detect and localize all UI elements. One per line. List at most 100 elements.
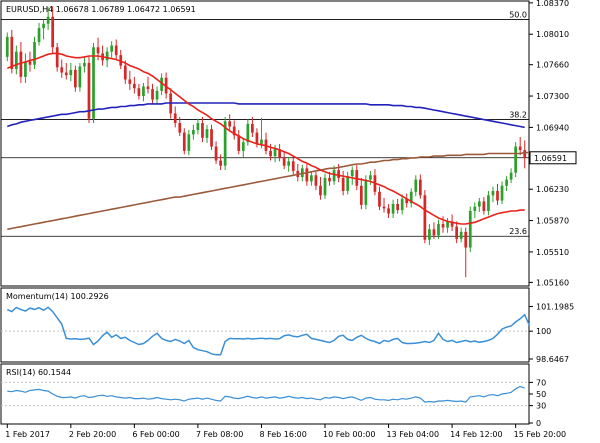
candle-body <box>364 179 368 205</box>
candle-body <box>87 62 91 119</box>
candle-body <box>119 55 123 66</box>
candle-body <box>350 170 354 177</box>
candle-body <box>432 229 436 236</box>
candle-body <box>491 190 495 196</box>
candle-body <box>477 201 481 207</box>
candle-body <box>14 51 18 70</box>
candle-body <box>246 123 250 143</box>
candle-body <box>337 170 340 178</box>
candle-body <box>128 79 132 84</box>
price-tick-label: 1.07300 <box>536 92 569 101</box>
candle-body <box>414 179 418 192</box>
candle-body <box>69 69 73 76</box>
candle-body <box>423 195 427 240</box>
sma-brown-line <box>7 151 530 231</box>
candle-body <box>487 195 490 211</box>
candle-body <box>37 28 41 43</box>
candle-body <box>160 77 163 91</box>
candle-body <box>464 231 468 248</box>
candle-body <box>151 89 154 100</box>
candle-body <box>201 123 204 138</box>
price-tick-label: 1.05160 <box>536 278 569 287</box>
candle-body <box>278 149 281 158</box>
candle-body <box>514 146 518 173</box>
candle-body <box>455 226 459 239</box>
momentum-line <box>6 306 530 356</box>
candle-body <box>291 161 295 171</box>
candle-body <box>51 16 55 48</box>
candle-body <box>418 179 422 196</box>
candle-body <box>355 170 359 186</box>
candle-body <box>441 224 445 228</box>
fib-level-label: 38.2 <box>509 111 527 120</box>
candle-body <box>146 86 150 90</box>
momentum-tick-label: 100 <box>536 327 551 336</box>
candle-body <box>409 191 413 204</box>
time-tick-label: 8 Feb 16:00 <box>259 430 306 439</box>
candle-body <box>387 208 390 214</box>
candle-body <box>482 201 486 211</box>
price-tick-label: 1.08370 <box>536 0 569 8</box>
candle-body <box>155 90 159 100</box>
candle-body <box>223 121 227 166</box>
candle-body <box>205 129 209 138</box>
candle-body <box>137 88 141 97</box>
candle-body <box>391 204 395 214</box>
fib-level-label: 23.6 <box>509 227 527 236</box>
price-tick-label: 1.07660 <box>536 61 569 70</box>
candle-body <box>305 168 309 182</box>
momentum-tick-label: 98.6467 <box>536 355 569 364</box>
candle-body <box>78 66 82 88</box>
candle-body <box>523 150 527 158</box>
candle-body <box>251 123 254 133</box>
rsi-line <box>7 385 525 403</box>
main-chart-title: EURUSD,H4 1.06678 1.06789 1.06472 1.0659… <box>6 5 196 14</box>
candle-body <box>369 175 372 180</box>
candle-body <box>187 134 191 151</box>
candle-body <box>459 231 463 239</box>
candle-body <box>64 72 68 76</box>
sma-blue-line <box>7 102 525 129</box>
candles <box>5 6 527 278</box>
candle-body <box>192 130 195 135</box>
current-price-label: 1.06591 <box>534 154 567 163</box>
candle-body <box>396 204 399 211</box>
time-tick-label: 6 Feb 00:00 <box>132 430 179 439</box>
momentum-title: Momentum(14) 100.2926 <box>6 292 109 301</box>
candle-body <box>505 179 508 186</box>
candle-body <box>273 149 277 157</box>
price-tick-label: 1.05510 <box>536 248 569 257</box>
time-tick-label: 10 Feb 00:00 <box>323 430 375 439</box>
candle-body <box>5 36 9 57</box>
candle-body <box>332 170 336 182</box>
candle-body <box>42 23 45 29</box>
price-tick-label: 1.06230 <box>536 185 569 194</box>
candle-body <box>142 86 145 97</box>
candle-body <box>73 69 77 88</box>
candle-body <box>133 83 136 89</box>
candle-body <box>500 185 504 201</box>
candle-body <box>83 62 86 67</box>
candle-body <box>405 198 409 204</box>
candle-body <box>33 42 36 65</box>
candle-body <box>46 16 50 24</box>
price-tick-label: 1.06940 <box>536 123 569 132</box>
rsi-tick-label: 30 <box>536 402 546 411</box>
candle-body <box>359 185 363 205</box>
candle-body <box>473 206 477 211</box>
candle-body <box>328 177 331 182</box>
candle-body <box>60 67 64 73</box>
candle-body <box>300 168 304 178</box>
time-tick-label: 7 Feb 08:00 <box>196 430 243 439</box>
candle-body <box>446 221 449 228</box>
candle-body <box>178 123 182 133</box>
candle-body <box>214 146 218 161</box>
candle-body <box>182 132 186 151</box>
candle-body <box>260 139 263 144</box>
candle-body <box>241 142 245 151</box>
candle-body <box>10 36 14 70</box>
candle-body <box>310 175 313 182</box>
candle-body <box>114 45 118 56</box>
candle-body <box>255 132 259 144</box>
